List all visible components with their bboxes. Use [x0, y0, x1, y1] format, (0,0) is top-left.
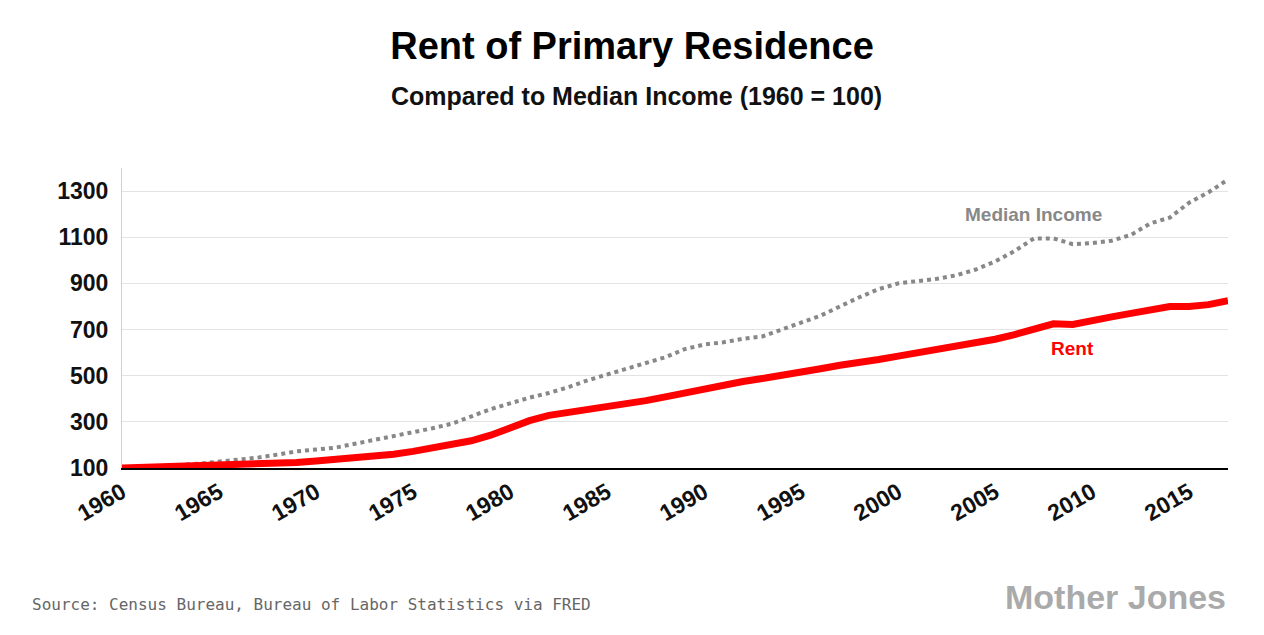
svg-text:Median Income: Median Income: [965, 204, 1102, 225]
svg-text:1970: 1970: [267, 478, 324, 526]
svg-text:Rent of Primary Residence: Rent of Primary Residence: [390, 25, 874, 67]
svg-text:900: 900: [70, 270, 108, 296]
svg-text:1985: 1985: [558, 478, 615, 526]
svg-text:1980: 1980: [461, 478, 518, 526]
svg-text:1975: 1975: [364, 478, 421, 526]
svg-text:Mother Jones: Mother Jones: [1005, 578, 1226, 616]
svg-text:2015: 2015: [1140, 478, 1197, 526]
svg-text:1960: 1960: [73, 478, 130, 526]
svg-text:2000: 2000: [849, 478, 906, 526]
svg-text:Rent: Rent: [1051, 338, 1094, 359]
svg-text:1965: 1965: [170, 478, 227, 526]
svg-text:Compared to Median Income (196: Compared to Median Income (1960 = 100): [391, 82, 882, 110]
svg-text:2010: 2010: [1043, 478, 1100, 526]
svg-text:Source: Census Bureau, Bureau: Source: Census Bureau, Bureau of Labor S…: [32, 595, 591, 614]
svg-text:100: 100: [70, 455, 108, 481]
svg-text:300: 300: [70, 409, 108, 435]
svg-text:500: 500: [70, 363, 108, 389]
svg-text:1995: 1995: [752, 478, 809, 526]
svg-text:1300: 1300: [57, 178, 108, 204]
svg-text:2005: 2005: [946, 478, 1003, 526]
svg-text:700: 700: [70, 317, 108, 343]
svg-text:1100: 1100: [58, 224, 108, 250]
svg-text:1990: 1990: [655, 478, 712, 526]
